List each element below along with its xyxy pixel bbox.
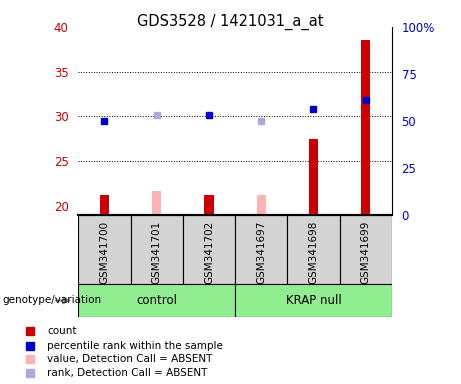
Text: control: control [136,294,177,307]
Text: KRAP null: KRAP null [286,294,341,307]
Text: GSM341697: GSM341697 [256,220,266,284]
Bar [235,215,287,284]
Text: genotype/variation: genotype/variation [2,295,101,306]
Text: GSM341698: GSM341698 [308,220,319,284]
Bar [287,215,340,284]
Text: GDS3528 / 1421031_a_at: GDS3528 / 1421031_a_at [137,13,324,30]
Bar [204,195,214,215]
Text: value, Detection Call = ABSENT: value, Detection Call = ABSENT [47,354,213,364]
Text: rank, Detection Call = ABSENT: rank, Detection Call = ABSENT [47,368,207,378]
Text: percentile rank within the sample: percentile rank within the sample [47,341,223,351]
Bar [152,191,161,215]
Text: GSM341701: GSM341701 [152,220,162,284]
Bar [340,215,392,284]
Bar [100,195,109,215]
Text: GSM341700: GSM341700 [100,220,110,284]
Text: GSM341702: GSM341702 [204,220,214,284]
Bar [78,215,130,284]
Bar [235,284,392,317]
Bar [361,40,371,215]
Bar [78,284,235,317]
Bar [183,215,235,284]
Text: GSM341699: GSM341699 [361,220,371,284]
Bar [309,139,318,215]
Bar [256,195,266,215]
Text: count: count [47,326,77,336]
Bar [130,215,183,284]
